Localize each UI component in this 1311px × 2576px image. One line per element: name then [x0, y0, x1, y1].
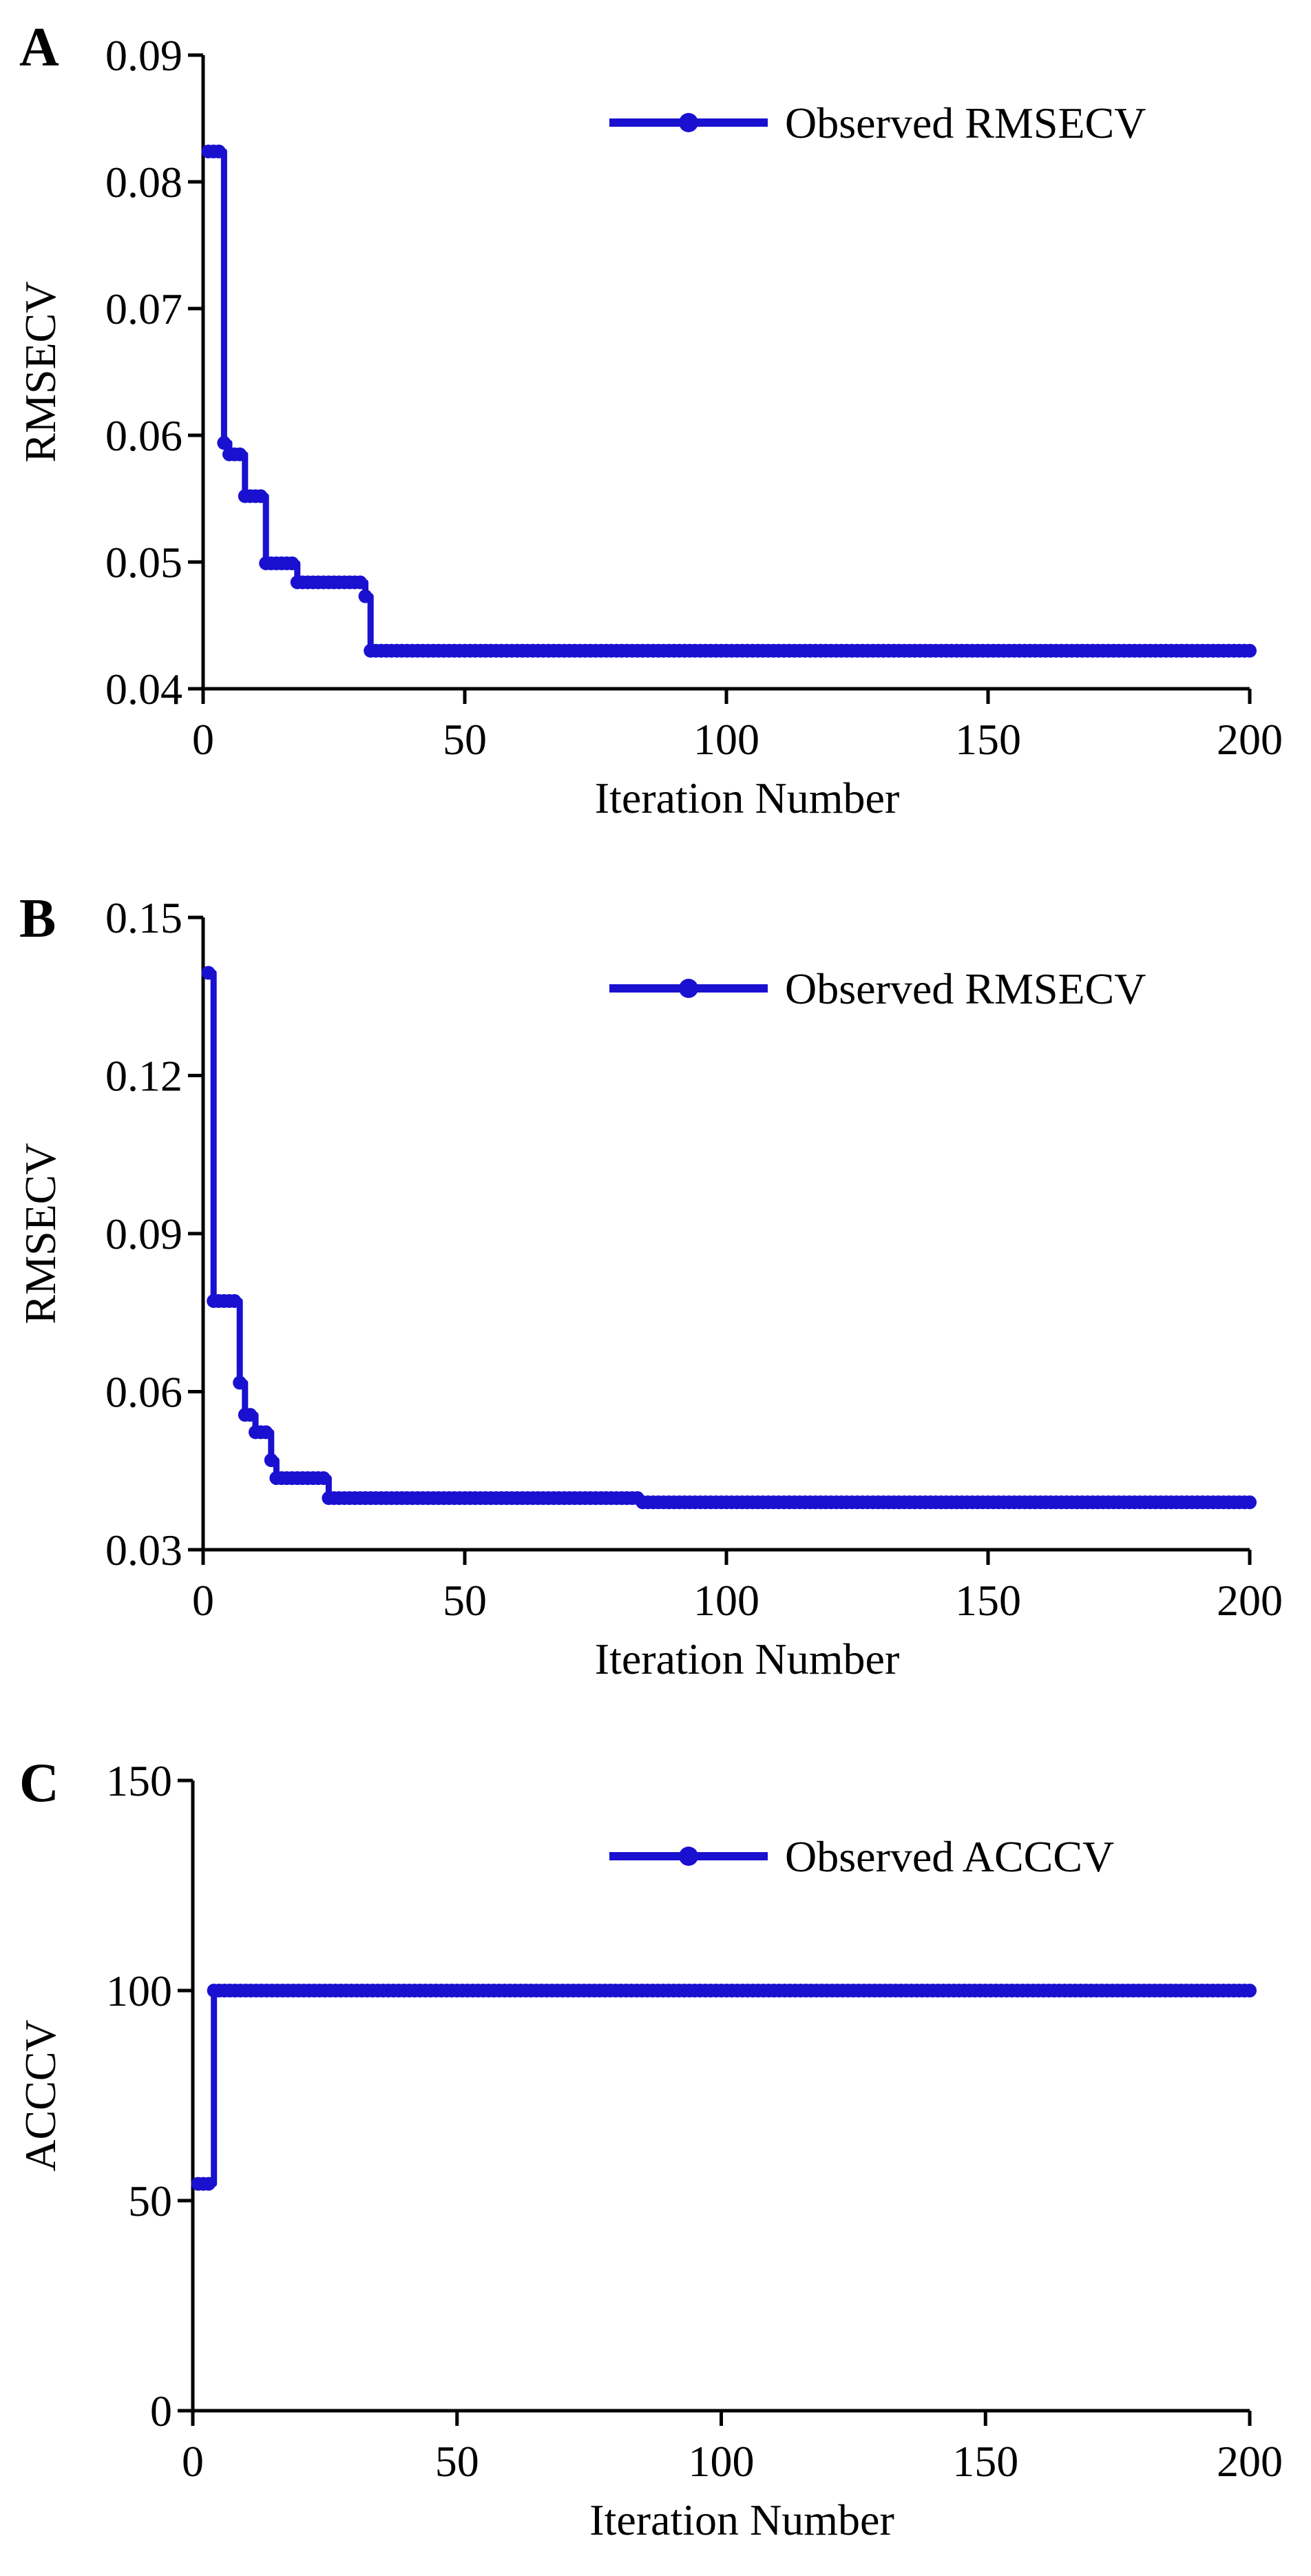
series-line: [208, 148, 1250, 654]
y-tick-label: 0.05: [105, 538, 182, 587]
x-tick-label: 50: [435, 2437, 479, 2486]
y-tick-label: 0.15: [105, 893, 182, 942]
panel-letter: C: [19, 1753, 59, 1814]
y-tick-label: 0.06: [105, 411, 182, 460]
x-tick-label: 50: [443, 715, 487, 764]
data-point: [1243, 643, 1257, 658]
y-tick-label: 0.03: [105, 1526, 182, 1575]
data-point: [217, 436, 231, 450]
legend: Observed RMSECV: [609, 964, 1146, 1013]
x-tick-label: 0: [182, 2437, 204, 2486]
legend: Observed ACCCV: [609, 1832, 1114, 1881]
chart-panel-a: A 0.04 0.05 0.06 0.07 0.08 0.09 0 50 100 150 200 Ite…: [16, 17, 1283, 822]
x-tick-label: 50: [443, 1576, 487, 1625]
x-tick-label: 0: [192, 1576, 214, 1625]
series-markers: [191, 1984, 1257, 2191]
legend-label: Observed RMSECV: [785, 964, 1146, 1013]
y-axis-title: ACCCV: [16, 2019, 65, 2172]
x-axis-title: Iteration Number: [595, 773, 900, 822]
y-axis-title: RMSECV: [16, 1143, 65, 1324]
y-tick-label: 0.08: [105, 158, 182, 207]
x-tick-label: 100: [689, 2437, 755, 2486]
data-point: [1243, 1984, 1257, 1997]
series-markers: [201, 966, 1257, 1510]
y-tick-label: 0.04: [105, 665, 182, 714]
data-point: [285, 556, 300, 570]
data-point: [211, 144, 226, 158]
x-tick-label: 200: [1217, 1576, 1283, 1625]
y-tick-label: 0.12: [105, 1052, 182, 1101]
chart-panel-b: B 0.03 0.06 0.09 0.12 0.15 0 50 100 150 200 Iterati…: [16, 889, 1283, 1683]
data-point: [264, 1453, 278, 1467]
y-tick-label: 0.09: [105, 1209, 182, 1258]
data-point: [253, 489, 268, 503]
series-line: [208, 969, 1250, 1506]
x-tick-label: 200: [1217, 2437, 1283, 2486]
data-point: [243, 1408, 258, 1422]
y-tick-label: 0: [150, 2387, 172, 2435]
data-point: [353, 575, 367, 590]
x-tick-label: 100: [693, 715, 759, 764]
legend-label: Observed ACCCV: [785, 1832, 1114, 1881]
x-axis-title: Iteration Number: [589, 2495, 894, 2544]
x-tick-label: 0: [192, 715, 214, 764]
y-axis-title: RMSECV: [16, 281, 65, 462]
data-point: [233, 447, 247, 461]
panel-letter: A: [19, 17, 59, 78]
x-tick-label: 150: [955, 715, 1021, 764]
data-point: [233, 1375, 247, 1390]
y-tick-label: 0.07: [105, 284, 182, 333]
y-tick-label: 50: [128, 2177, 172, 2225]
x-tick-label: 150: [952, 2437, 1018, 2486]
data-point: [227, 1294, 242, 1308]
data-point: [316, 1471, 331, 1485]
legend-marker-swatch: [679, 1847, 698, 1866]
y-tick-label: 150: [106, 1756, 172, 1805]
data-point: [259, 1425, 273, 1440]
y-tick-label: 0.09: [105, 31, 182, 80]
y-tick-label: 100: [106, 1966, 172, 2015]
panel-letter: B: [19, 889, 56, 949]
chart-panel-c: C 0 50 100 150 0 50 100 150 200 Iteration Number AC…: [16, 1753, 1283, 2544]
data-point: [202, 2177, 216, 2191]
x-axis-title: Iteration Number: [595, 1634, 900, 1683]
data-point: [358, 589, 373, 603]
y-tick-label: 0.06: [105, 1368, 182, 1417]
x-tick-label: 100: [693, 1576, 759, 1625]
x-tick-label: 150: [955, 1576, 1021, 1625]
legend-marker-swatch: [679, 113, 698, 132]
data-point: [1243, 1495, 1257, 1510]
legend-label: Observed RMSECV: [785, 98, 1146, 147]
legend-marker-swatch: [679, 979, 698, 998]
series-markers: [201, 144, 1257, 658]
x-tick-label: 200: [1217, 715, 1283, 764]
data-point: [201, 966, 216, 980]
series-line: [198, 1987, 1250, 2188]
legend: Observed RMSECV: [609, 98, 1146, 147]
